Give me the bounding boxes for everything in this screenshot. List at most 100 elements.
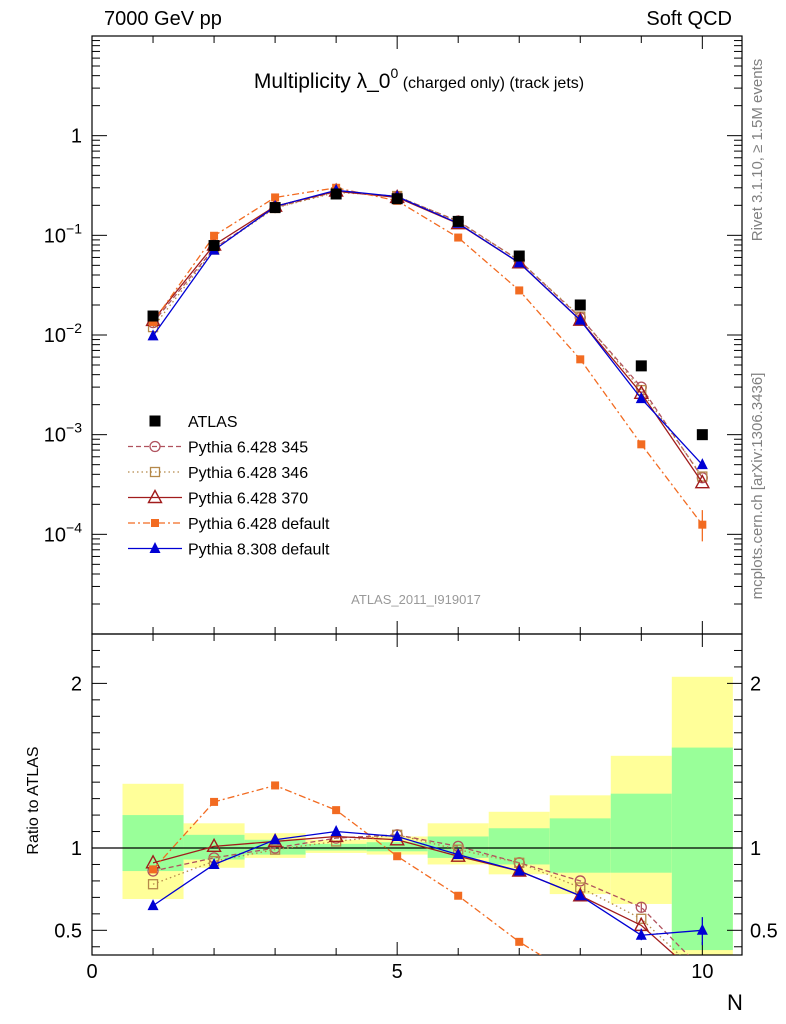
ratio-series-4-point — [513, 864, 525, 876]
band-green-3 — [305, 843, 367, 851]
ratio-series-0-point — [635, 901, 647, 913]
legend-label: ATLAS — [188, 414, 238, 431]
band-green-0 — [122, 815, 184, 872]
legend-marker — [149, 415, 161, 427]
band-green-6 — [488, 828, 550, 865]
ratio-series-layer — [145, 781, 708, 1008]
ratio-plot-frame — [91, 633, 743, 956]
ratio-series-4-point — [574, 889, 586, 901]
ratio-series-3-point — [393, 852, 402, 861]
ratio-series-1-point — [269, 844, 281, 855]
ratio-series-3-point — [271, 781, 280, 790]
ratio-series-line-4 — [152, 830, 703, 936]
rivet-version-label: Rivet 3.1.10, ≥ 1.5M events — [749, 59, 766, 242]
atlas-data-point — [452, 215, 464, 227]
ratio-series-0-point — [574, 875, 586, 887]
legend-marker — [149, 440, 161, 453]
ratio-series-3-point — [576, 976, 584, 984]
atlas-data-point — [330, 188, 342, 200]
ratio-series-line-3 — [152, 784, 542, 955]
ytick-base: 10 — [44, 225, 66, 247]
main-series-layer — [145, 182, 711, 542]
band-green-7 — [549, 818, 611, 873]
xtick-label: 0 — [86, 961, 97, 983]
main-ytick-label: 10−3 — [44, 420, 82, 447]
legend: ATLAS Pythia 6.428 345 Pythia 6.428 346 Pyt… — [128, 414, 330, 559]
ratio-series-3-point — [515, 937, 524, 946]
main-series-4-point — [147, 329, 159, 341]
ytick-base: 10 — [44, 524, 66, 546]
ratio-series-4-point — [330, 825, 342, 837]
ratio-series-4-point — [208, 857, 220, 869]
ratio-series-3-point — [698, 1000, 706, 1008]
ytick-base: 1 — [71, 126, 82, 148]
ytick-exponent: −2 — [66, 320, 82, 336]
main-series-4-point — [513, 256, 525, 268]
ratio-series-4-point — [147, 899, 159, 911]
analysis-tag: ATLAS_2011_I919017 — [351, 592, 481, 607]
title-main: Multiplicity λ_0 — [254, 70, 391, 93]
title-superscript: 0 — [390, 65, 398, 81]
main-series-3-point — [454, 233, 463, 242]
main-series-3-point — [637, 440, 646, 449]
legend-label: Pythia 6.428 346 — [188, 465, 308, 482]
ratio-ytick-label-left: 0.5 — [54, 920, 82, 942]
band-green-4 — [366, 842, 428, 852]
chart-title: Multiplicity λ_00 (charged only) (track … — [254, 65, 584, 93]
main-series-3-point — [210, 231, 219, 240]
x-axis-label: N — [727, 990, 743, 1015]
ratio-series-1-point — [147, 879, 159, 890]
ratio-ytick-label-right: 2 — [750, 673, 761, 695]
main-series-3-point — [576, 355, 585, 364]
ratio-series-3-point — [149, 865, 158, 874]
ytick-base: 10 — [44, 425, 66, 447]
legend-marker — [151, 519, 159, 527]
ratio-ytick-label-right: 1 — [750, 838, 761, 860]
legend-label: Pythia 8.308 default — [188, 542, 330, 559]
ratio-series-4-point — [452, 848, 464, 860]
ratio-ytick-label-left: 2 — [71, 673, 82, 695]
ytick-exponent: −1 — [66, 220, 82, 236]
mcplots-reference-label: mcplots.cern.ch [arXiv:1306.3436] — [749, 373, 766, 600]
ratio-series-3-point — [332, 806, 341, 815]
band-green-8 — [610, 793, 672, 873]
xtick-label: 10 — [691, 961, 713, 983]
main-series-2-point — [572, 311, 588, 326]
main-series-line-3 — [152, 187, 703, 526]
main-ytick-label: 10−2 — [44, 320, 82, 347]
atlas-data-point — [635, 360, 647, 372]
title-suffix: (charged only) (track jets) — [398, 75, 584, 92]
legend-label: Pythia 6.428 370 — [188, 491, 308, 508]
header-right: Soft QCD — [646, 8, 732, 30]
main-series-line-4 — [152, 189, 703, 466]
atlas-data-point — [208, 240, 220, 252]
main-series-4-point — [696, 458, 708, 470]
legend-marker — [147, 489, 163, 504]
legend-label: Pythia 6.428 default — [188, 516, 330, 533]
main-ytick-label: 1 — [71, 126, 82, 148]
ratio-series-line-2 — [152, 835, 676, 955]
main-series-3-point — [149, 318, 158, 327]
main-series-2-point — [511, 254, 527, 269]
ratio-series-3-point — [210, 797, 219, 806]
legend-marker — [149, 466, 161, 478]
atlas-data-point — [147, 310, 159, 322]
ytick-exponent: −3 — [66, 420, 82, 436]
ratio-ytick-label-right: 0.5 — [750, 920, 778, 942]
ratio-series-1-point — [636, 913, 647, 924]
legend-label: Pythia 6.428 345 — [188, 440, 308, 457]
ytick-exponent: −4 — [66, 519, 82, 535]
atlas-data-point — [574, 299, 586, 311]
main-series-3-point — [515, 286, 524, 295]
main-series-3-point — [271, 193, 280, 202]
atlas-data-point — [269, 202, 281, 214]
ratio-series-3-point — [637, 992, 645, 1000]
atlas-data-point — [696, 429, 708, 441]
atlas-data-point — [391, 193, 403, 205]
ytick-base: 10 — [44, 325, 66, 347]
ratio-ytick-label-left: 1 — [71, 838, 82, 860]
ratio-series-4-point — [269, 833, 281, 845]
band-green-9 — [671, 747, 733, 951]
main-series-4-point — [635, 392, 647, 404]
